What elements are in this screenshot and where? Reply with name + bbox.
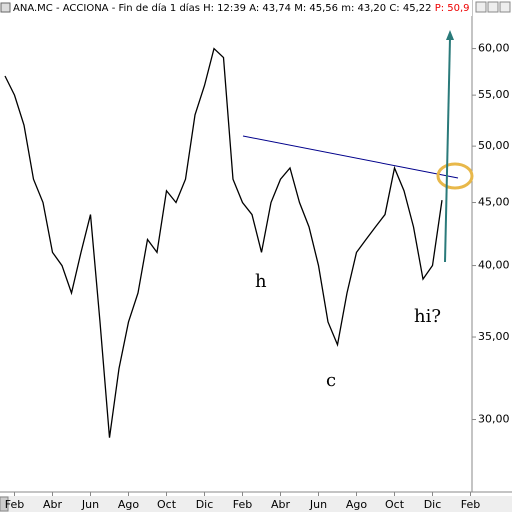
- x-tick-label: Dic: [196, 498, 214, 511]
- annotation: c: [326, 370, 336, 391]
- header-part: ANA.MC - ACCIONA - Fin de día 1 días: [13, 2, 200, 14]
- arrow-head: [446, 30, 454, 40]
- x-tick-label: Oct: [385, 498, 405, 511]
- y-tick-label: 35,00: [478, 330, 510, 343]
- header-bg: [0, 0, 472, 16]
- header-text: ANA.MC - ACCIONA - Fin de día 1 días H: …: [13, 2, 470, 14]
- header-part: A: 43,74: [249, 3, 291, 14]
- header-part: P: 50,9: [435, 3, 470, 14]
- y-tick-label: 50,00: [478, 139, 510, 152]
- header-part: C: 45,22: [389, 3, 431, 14]
- x-tick-label: Jun: [81, 498, 99, 511]
- x-tick-label: Feb: [461, 498, 480, 511]
- button[interactable]: [499, 1, 511, 13]
- annotation: h: [255, 271, 267, 292]
- header-icon: [0, 2, 11, 13]
- x-tick-label: Feb: [233, 498, 252, 511]
- button[interactable]: [487, 1, 499, 13]
- projection-arrow: [444, 37, 451, 263]
- scroll-button[interactable]: [0, 496, 9, 512]
- annotation: hi?: [414, 306, 441, 327]
- x-tick-label: Ago: [118, 498, 140, 511]
- price-line: [4, 47, 443, 438]
- scrollbar[interactable]: [0, 496, 512, 512]
- y-tick-label: 60,00: [478, 42, 510, 55]
- x-tick-label: Ago: [346, 498, 368, 511]
- x-tick-label: Oct: [157, 498, 177, 511]
- highlight-circle: [436, 162, 474, 190]
- y-tick-label: 45,00: [478, 196, 510, 209]
- y-tick-label: 30,00: [478, 413, 510, 426]
- trend-line: [242, 135, 459, 179]
- y-tick-label: 55,00: [478, 88, 510, 101]
- y-tick-label: 40,00: [478, 259, 510, 272]
- button[interactable]: [475, 1, 487, 13]
- x-tick-label: Abr: [271, 498, 291, 511]
- header-part: H: 12:39: [203, 3, 246, 14]
- x-tick-label: Jun: [309, 498, 327, 511]
- x-tick-label: Feb: [5, 498, 24, 511]
- x-tick-label: Abr: [43, 498, 63, 511]
- header-part: m: 43,20: [341, 3, 386, 14]
- header-part: M: 45,56: [294, 3, 338, 14]
- x-tick-label: Dic: [424, 498, 442, 511]
